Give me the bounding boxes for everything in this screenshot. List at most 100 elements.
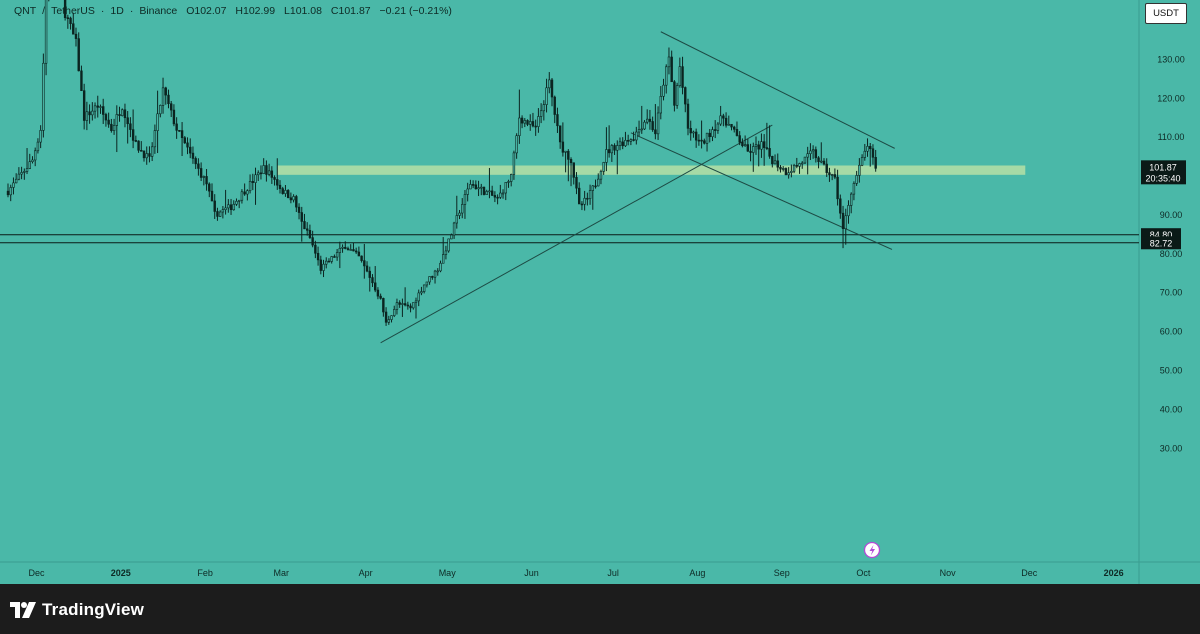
tradingview-logo[interactable]: TradingView <box>10 600 144 620</box>
candle-down <box>229 204 233 211</box>
quote-name[interactable]: TetherUS <box>51 5 95 17</box>
candle-down <box>333 256 336 258</box>
candle-up <box>501 192 505 195</box>
candle-down <box>817 157 820 163</box>
candle-down <box>703 140 706 144</box>
candle-down <box>490 190 494 196</box>
candle-down <box>613 145 616 151</box>
candle-down <box>270 170 274 178</box>
candle-down <box>757 144 760 150</box>
price-tick-label: 90.00 <box>1160 210 1183 220</box>
candle-up <box>752 146 755 153</box>
candle-up <box>25 168 29 172</box>
candle-down <box>768 148 771 157</box>
candle-up <box>523 120 527 124</box>
currency-button[interactable]: USDT <box>1145 3 1187 24</box>
candle-up <box>447 238 450 252</box>
interval[interactable]: 1D <box>110 5 124 17</box>
candle-up <box>716 123 720 131</box>
candle-up <box>711 129 714 138</box>
candle-up <box>542 104 546 112</box>
candle-down <box>741 141 744 147</box>
price-tick-label: 30.00 <box>1160 443 1183 453</box>
candle-up <box>743 144 747 147</box>
chart-background <box>0 0 1200 584</box>
candle-down <box>148 153 151 157</box>
candle-down <box>118 114 121 116</box>
price-label-box <box>1141 236 1181 250</box>
candle-up <box>463 194 467 205</box>
candle-up <box>583 197 586 205</box>
candle-up <box>417 292 420 302</box>
price-label: 82.72 <box>1150 238 1173 248</box>
candle-down <box>213 200 216 212</box>
candle-up <box>232 203 235 211</box>
candle-up <box>395 302 399 310</box>
symbol-name[interactable]: QNT <box>14 5 37 17</box>
candle-up <box>792 165 796 172</box>
price-tick-label: 130.00 <box>1157 54 1185 64</box>
time-tick-label: Oct <box>856 568 871 578</box>
candle-down <box>471 184 475 186</box>
candle-down <box>346 248 350 250</box>
candle-down <box>63 0 67 18</box>
candles-layer <box>6 0 877 326</box>
candle-up <box>433 270 437 278</box>
candle-down <box>273 177 276 180</box>
support-zone-layer <box>277 165 1026 175</box>
candle-up <box>17 173 21 180</box>
candle-up <box>852 183 856 195</box>
candle-down <box>216 211 219 217</box>
candle-down <box>365 265 369 272</box>
horizontal-lines-layer <box>0 234 1139 244</box>
candle-down <box>286 190 290 199</box>
candle-down <box>694 131 698 141</box>
candle-up <box>863 150 867 158</box>
candle-down <box>199 168 203 178</box>
candle-up <box>830 174 834 176</box>
candle-down <box>72 23 75 35</box>
candle-up <box>14 178 18 184</box>
candle-up <box>588 190 592 199</box>
countdown-label: 20:35:40 <box>1145 173 1180 183</box>
candle-up <box>477 187 480 190</box>
candle-down <box>314 244 317 254</box>
candle-up <box>469 184 472 190</box>
candle-up <box>760 141 763 150</box>
candle-up <box>754 144 758 147</box>
candle-down <box>80 70 83 91</box>
candle-down <box>164 87 167 96</box>
lightning-icon[interactable] <box>863 541 881 559</box>
price-chart[interactable]: 30.0040.0050.0060.0070.0080.0090.00100.0… <box>0 0 1200 584</box>
candle-down <box>379 295 382 299</box>
candle-down <box>874 157 877 169</box>
candle-down <box>126 117 129 125</box>
candle-down <box>281 188 284 194</box>
candle-up <box>44 0 48 64</box>
candle-down <box>172 109 176 125</box>
candle-up <box>537 116 540 127</box>
candle-up <box>455 215 458 224</box>
candle-down <box>822 160 826 165</box>
candle-up <box>161 87 165 106</box>
candle-up <box>678 66 682 86</box>
candle-down <box>575 177 578 189</box>
candle-up <box>9 187 12 196</box>
candle-up <box>665 66 668 86</box>
time-tick-label: Jul <box>607 568 619 578</box>
candle-up <box>390 315 393 320</box>
price-tick-label: 60.00 <box>1160 327 1183 337</box>
candle-up <box>798 163 801 167</box>
candle-up <box>248 181 252 192</box>
candle-down <box>178 130 181 132</box>
price-axis-panel <box>1139 0 1200 584</box>
candle-down <box>556 114 559 127</box>
candle-up <box>414 300 418 303</box>
candle-down <box>6 190 10 196</box>
candle-up <box>224 207 227 210</box>
candle-up <box>773 160 777 165</box>
candle-down <box>841 212 845 230</box>
candle-down <box>567 150 570 160</box>
candle-down <box>765 147 769 149</box>
